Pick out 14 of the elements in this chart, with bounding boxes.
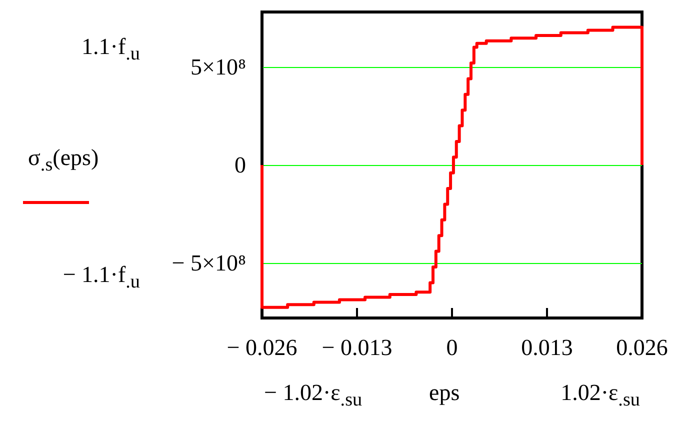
x-tick-label: 0	[446, 335, 458, 360]
text: 1.1·f$_{.u}$	[82, 34, 140, 67]
x-axis-title: eps	[429, 380, 460, 406]
x-tick-label: − 0.013	[322, 335, 392, 360]
text: 1.02·ε$_{.su}$	[560, 380, 640, 413]
y-tick-label: 5×10⁸	[190, 54, 246, 80]
text: − 1.1·f$_{.u}$	[62, 262, 140, 295]
y-tick-label: 0	[234, 152, 246, 178]
y-axis-title: σ$_{.s}$(eps)	[28, 145, 99, 178]
text: − 1.02·ε$_{.su}$	[264, 380, 362, 413]
x-tick-label: − 0.026	[226, 335, 298, 360]
x-tick-label: 0.026	[616, 335, 668, 360]
y-tick-label: − 5×10⁸	[172, 250, 246, 276]
x-tick-label: 0.013	[521, 335, 573, 360]
